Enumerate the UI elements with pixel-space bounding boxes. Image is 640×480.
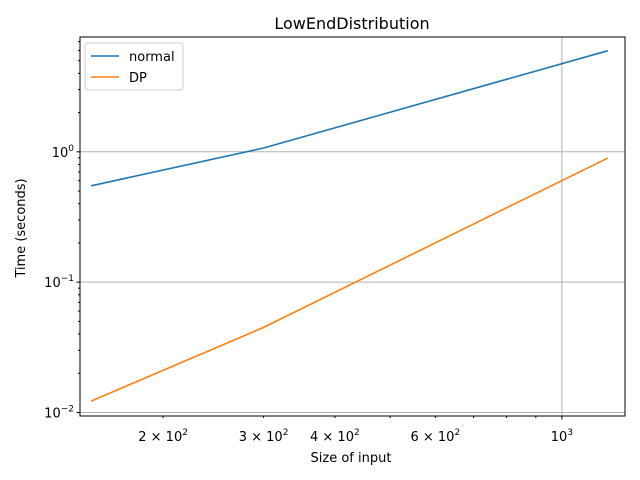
x-tick-label: 6 × 102: [410, 428, 460, 445]
chart-title: LowEndDistribution: [274, 14, 429, 33]
legend-label-dp: DP: [129, 71, 147, 86]
series-line-normal: [90, 49, 609, 187]
axes-frame: [79, 36, 626, 417]
series-lines: [90, 49, 609, 402]
x-tick-label: 103: [551, 428, 573, 445]
x-tick-label: 3 × 102: [239, 428, 289, 445]
axis-ticks: 10−2 10−1 100 2 × 102 3 × 102 4 × 102 6 × 102 1…: [44, 41, 573, 445]
grid: [80, 37, 625, 416]
x-tick-label: 2 × 102: [138, 428, 188, 445]
x-axis-label: Size of input: [311, 451, 392, 466]
legend: normal DP: [84, 42, 184, 91]
y-tick-label: 100: [52, 144, 75, 161]
y-axis-label: Time (seconds): [14, 178, 29, 278]
x-tick-label: 4 × 102: [310, 428, 360, 445]
y-tick-label: 10−2: [44, 404, 74, 421]
series-line-dp: [90, 157, 609, 402]
legend-label-normal: normal: [129, 50, 175, 65]
y-tick-label: 10−1: [44, 274, 74, 291]
legend-box: [84, 42, 184, 91]
